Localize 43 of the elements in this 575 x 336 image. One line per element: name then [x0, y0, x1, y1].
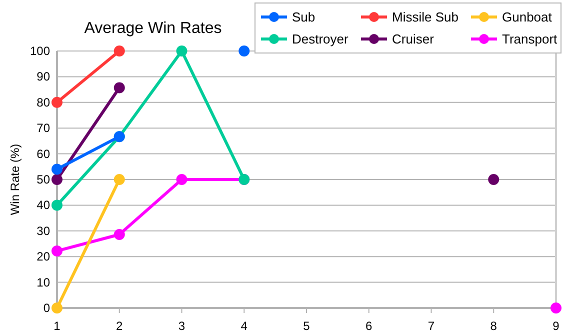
y-tick-label: 60: [36, 146, 50, 161]
point: [114, 82, 125, 94]
point: [52, 245, 62, 256]
point: [52, 200, 62, 211]
legend-label: Cruiser: [392, 32, 435, 46]
point: [488, 174, 500, 185]
legend-label: Destroyer: [292, 32, 350, 46]
x-tick-label: 3: [178, 319, 186, 333]
y-tick-label: 100: [30, 44, 50, 58]
x-tick-label: 9: [552, 319, 560, 333]
point: [238, 46, 250, 56]
point: [176, 46, 188, 56]
y-tick-label: 70: [36, 121, 50, 136]
y-axis-title: Win Rate (%): [8, 144, 22, 216]
point: [52, 302, 62, 314]
point: [52, 96, 62, 108]
legend-label: Gunboat: [502, 10, 552, 24]
point: [176, 174, 188, 185]
point: [52, 164, 62, 175]
x-tick-label: 5: [303, 319, 310, 333]
point: [52, 174, 62, 185]
point: [114, 174, 125, 185]
x-tick-label: 8: [490, 319, 498, 333]
y-tick-label: 10: [36, 275, 50, 290]
y-tick-label: 20: [36, 250, 50, 264]
point: [550, 302, 562, 314]
x-tick-label: 7: [428, 319, 435, 333]
chart-title: Average Win Rates: [84, 20, 222, 37]
y-tick-label: 40: [36, 198, 50, 212]
x-tick-label: 6: [366, 319, 373, 333]
legend-label: Transport: [502, 32, 558, 46]
point: [114, 229, 125, 240]
y-tick-label: 0: [43, 301, 50, 315]
legend-label: Missile Sub: [392, 10, 458, 24]
y-tick-label: 50: [36, 172, 50, 186]
y-tick-label: 80: [36, 95, 50, 110]
y-tick-label: 30: [36, 224, 50, 238]
legend-label: Sub: [292, 10, 316, 24]
x-tick-label: 2: [116, 319, 124, 333]
x-tick-label: 1: [54, 319, 61, 333]
point: [114, 46, 125, 56]
x-tick-label: 4: [240, 319, 248, 333]
y-tick-label: 90: [36, 70, 50, 84]
